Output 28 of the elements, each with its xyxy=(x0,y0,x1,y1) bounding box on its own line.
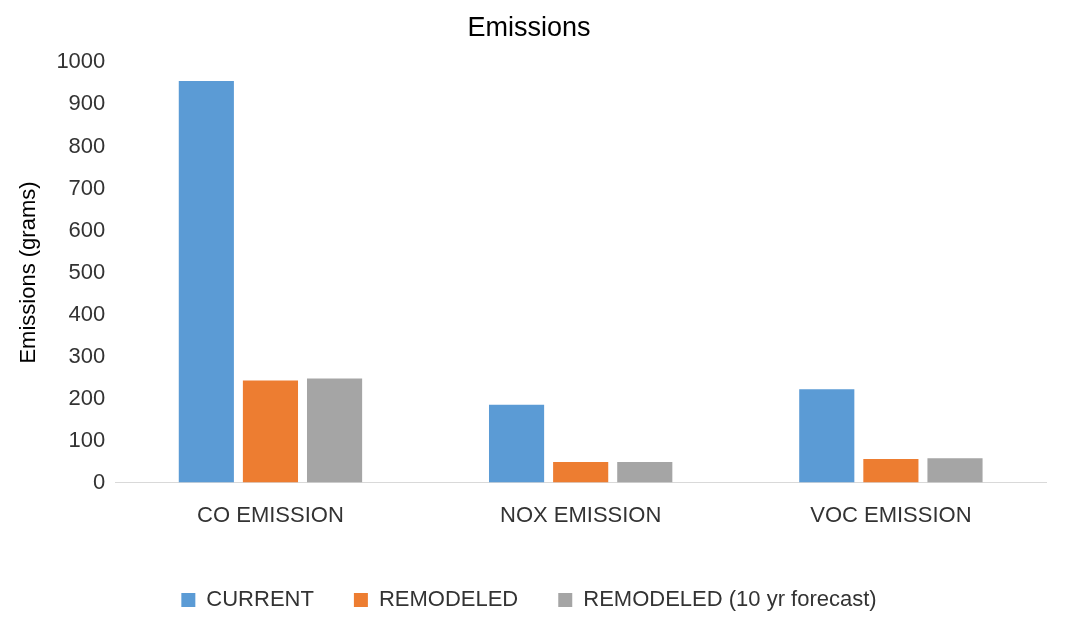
y-tick-label: 800 xyxy=(68,132,106,158)
y-tick-label: 700 xyxy=(68,174,106,200)
x-tick-label: CO EMISSION xyxy=(197,501,344,527)
legend-label: CURRENT xyxy=(206,586,314,612)
y-tick-label: 200 xyxy=(68,384,106,410)
y-tick-label: 600 xyxy=(68,216,106,242)
bar xyxy=(488,404,545,483)
bar xyxy=(927,458,983,483)
y-axis-title: Emissions (grams) xyxy=(15,181,41,364)
y-tick-label: 900 xyxy=(68,90,106,116)
bar xyxy=(307,378,363,483)
y-tick-label: 400 xyxy=(68,300,106,326)
x-tick-label: NOX EMISSION xyxy=(499,501,662,527)
bar xyxy=(617,462,673,483)
bar xyxy=(242,380,299,483)
y-tick-label: 100 xyxy=(68,426,106,452)
x-tick-label: VOC EMISSION xyxy=(810,501,972,527)
y-tick-label: 1000 xyxy=(56,48,106,74)
bar xyxy=(863,459,919,483)
y-tick-label: 300 xyxy=(68,342,106,368)
y-tick-label: 500 xyxy=(68,258,106,284)
legend-label: REMODELED (10 yr forecast) xyxy=(583,586,877,612)
y-tick-label: 0 xyxy=(93,468,106,494)
bar xyxy=(178,80,234,483)
legend-label: REMODELED xyxy=(378,586,519,612)
bar xyxy=(553,462,609,483)
bar xyxy=(799,389,855,483)
chart-title: Emissions xyxy=(467,11,591,42)
